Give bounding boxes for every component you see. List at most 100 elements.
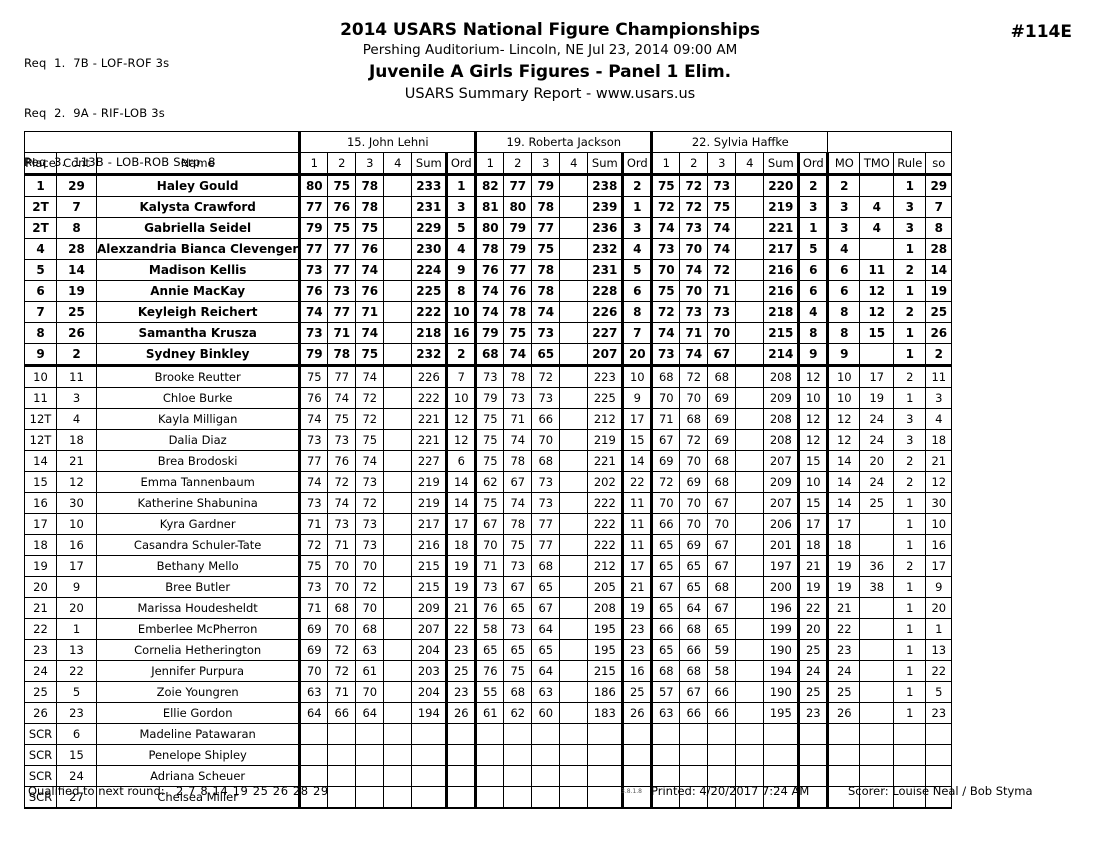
cell-j2-fig4	[559, 555, 589, 577]
cell-place: 17	[24, 513, 57, 535]
col-j1-fig3: 3	[355, 152, 385, 176]
cell-j3-fig4	[735, 280, 765, 302]
cell-j1-fig1: 74	[298, 301, 329, 323]
cell-j1-fig3: 74	[355, 259, 385, 281]
cell-j3-fig1: 66	[650, 513, 681, 535]
cell-j3-sum: 194	[763, 660, 800, 682]
cell-j3-fig2: 72	[679, 196, 709, 218]
cell-j3-sum: 218	[763, 301, 800, 323]
cell-j2-fig3: 64	[531, 618, 561, 640]
cell-mo: 19	[826, 555, 861, 577]
cell-j3-ord: 12	[797, 408, 829, 430]
cell-j1-sum: 225	[411, 280, 448, 302]
cell-j1-fig2: 71	[327, 322, 357, 344]
cell-cont: 19	[56, 280, 97, 302]
cell-j3-fig4	[735, 618, 765, 640]
cell-place: 4	[24, 238, 57, 260]
cell-j3-fig2: 70	[679, 450, 709, 472]
table-row: SCR 27 Chelsea Miller	[24, 786, 953, 809]
cell-j1-fig2: 74	[327, 387, 357, 409]
cell-so: 28	[925, 238, 953, 260]
venue-datetime: Pershing Auditorium- Lincoln, NE Jul 23,…	[362, 42, 738, 58]
judge-header-3: 22. Sylvia Haffke	[650, 131, 829, 153]
cell-j1-fig4	[383, 639, 413, 661]
judge-header-2: 19. Roberta Jackson	[474, 131, 653, 153]
cell-mo: 19	[826, 576, 861, 598]
cell-j2-sum: 186	[587, 681, 624, 703]
cell-j1-fig2: 75	[327, 217, 357, 239]
cell-so: 10	[925, 513, 953, 535]
cell-j3-fig3: 70	[707, 513, 737, 535]
cell-j3-fig3: 67	[707, 597, 737, 619]
cell-tmo: 4	[859, 217, 895, 239]
cell-j1-ord: 18	[445, 534, 477, 556]
cell-j1-fig3: 71	[355, 301, 385, 323]
cell-j1-fig2: 72	[327, 660, 357, 682]
cell-mo: 17	[826, 513, 861, 535]
cell-j2-fig2: 79	[503, 238, 533, 260]
cell-tmo	[859, 618, 895, 640]
cell-tmo	[859, 597, 895, 619]
cell-j3-sum: 214	[763, 343, 800, 367]
cell-j1-fig3: 61	[355, 660, 385, 682]
cell-j2-fig3: 73	[531, 471, 561, 493]
cell-j2-sum: 195	[587, 618, 624, 640]
cell-mo: 24	[826, 660, 861, 682]
cell-j1-sum: 222	[411, 387, 448, 409]
cell-tmo: 25	[859, 492, 895, 514]
cell-j3-fig4	[735, 597, 765, 619]
cell-j3-ord: 12	[797, 429, 829, 451]
cell-j1-fig4	[383, 576, 413, 598]
cell-name: Penelope Shipley	[95, 744, 301, 766]
qualified-label: Qualified to next round:	[28, 784, 165, 798]
table-row: SCR 6 Madeline Patawaran	[24, 723, 953, 745]
cell-j3-sum: 215	[763, 322, 800, 344]
cell-rule: 2	[893, 301, 927, 323]
cell-j1-fig1: 69	[298, 618, 329, 640]
col-cont: Cont	[56, 152, 97, 176]
cell-j1-ord: 26	[445, 702, 477, 724]
cell-mo: 14	[826, 450, 861, 472]
cell-mo: 3	[826, 196, 861, 218]
cell-j1-sum: 226	[411, 365, 448, 388]
cell-j2-fig2: 62	[503, 702, 533, 724]
cell-j3-fig1: 67	[650, 576, 681, 598]
cell-mo: 21	[826, 597, 861, 619]
cell-rule: 1	[893, 387, 927, 409]
cell-rule: 3	[893, 196, 927, 218]
cell-mo: 8	[826, 322, 861, 344]
cell-j3-fig1: 57	[650, 681, 681, 703]
cell-tmo	[859, 513, 895, 535]
cell-j3-fig3: 68	[707, 576, 737, 598]
cell-j1-fig3: 64	[355, 702, 385, 724]
cell-j2-fig1: 68	[474, 343, 505, 367]
cell-rule: 1	[893, 513, 927, 535]
cell-rule	[893, 744, 927, 766]
cell-j1-sum: 216	[411, 534, 448, 556]
cell-j2-fig2: 75	[503, 660, 533, 682]
col-j2-fig3: 3	[531, 152, 561, 176]
cell-j3-fig1: 72	[650, 196, 681, 218]
cell-so: 2	[925, 343, 953, 367]
cell-j2-ord: 1	[621, 196, 653, 218]
table-row: 17 10 Kyra Gardner 71 73 73 217 17 67 78 77 222 11 66…	[24, 513, 953, 535]
col-name: Name	[95, 152, 301, 176]
cell-j3-fig1: 63	[650, 702, 681, 724]
cell-j1-ord: 19	[445, 555, 477, 577]
cell-j2-sum: 226	[587, 301, 624, 323]
cell-j3-sum: 220	[763, 174, 800, 197]
cell-mo: 6	[826, 259, 861, 281]
cell-j1-fig3: 74	[355, 322, 385, 344]
cell-j1-fig3: 75	[355, 217, 385, 239]
table-row: 5 14 Madison Kellis 73 77 74 224 9 76 77 78 231 5 70 7…	[24, 259, 953, 281]
cell-j1-fig1: 71	[298, 597, 329, 619]
cell-j3-fig3: 65	[707, 618, 737, 640]
cell-j3-fig2: 66	[679, 639, 709, 661]
report-footer: Qualified to next round: 2 7 8 14 19 25 …	[24, 784, 1036, 802]
cell-name: Keyleigh Reichert	[95, 301, 301, 323]
cell-j2-sum: 236	[587, 217, 624, 239]
cell-j3-fig2: 73	[679, 217, 709, 239]
cell-j1-fig3	[355, 723, 385, 745]
cell-name: Brooke Reutter	[95, 365, 301, 388]
table-row: 6 19 Annie MacKay 76 73 76 225 8 74 76 78 228 6 75 70 7…	[24, 280, 953, 302]
